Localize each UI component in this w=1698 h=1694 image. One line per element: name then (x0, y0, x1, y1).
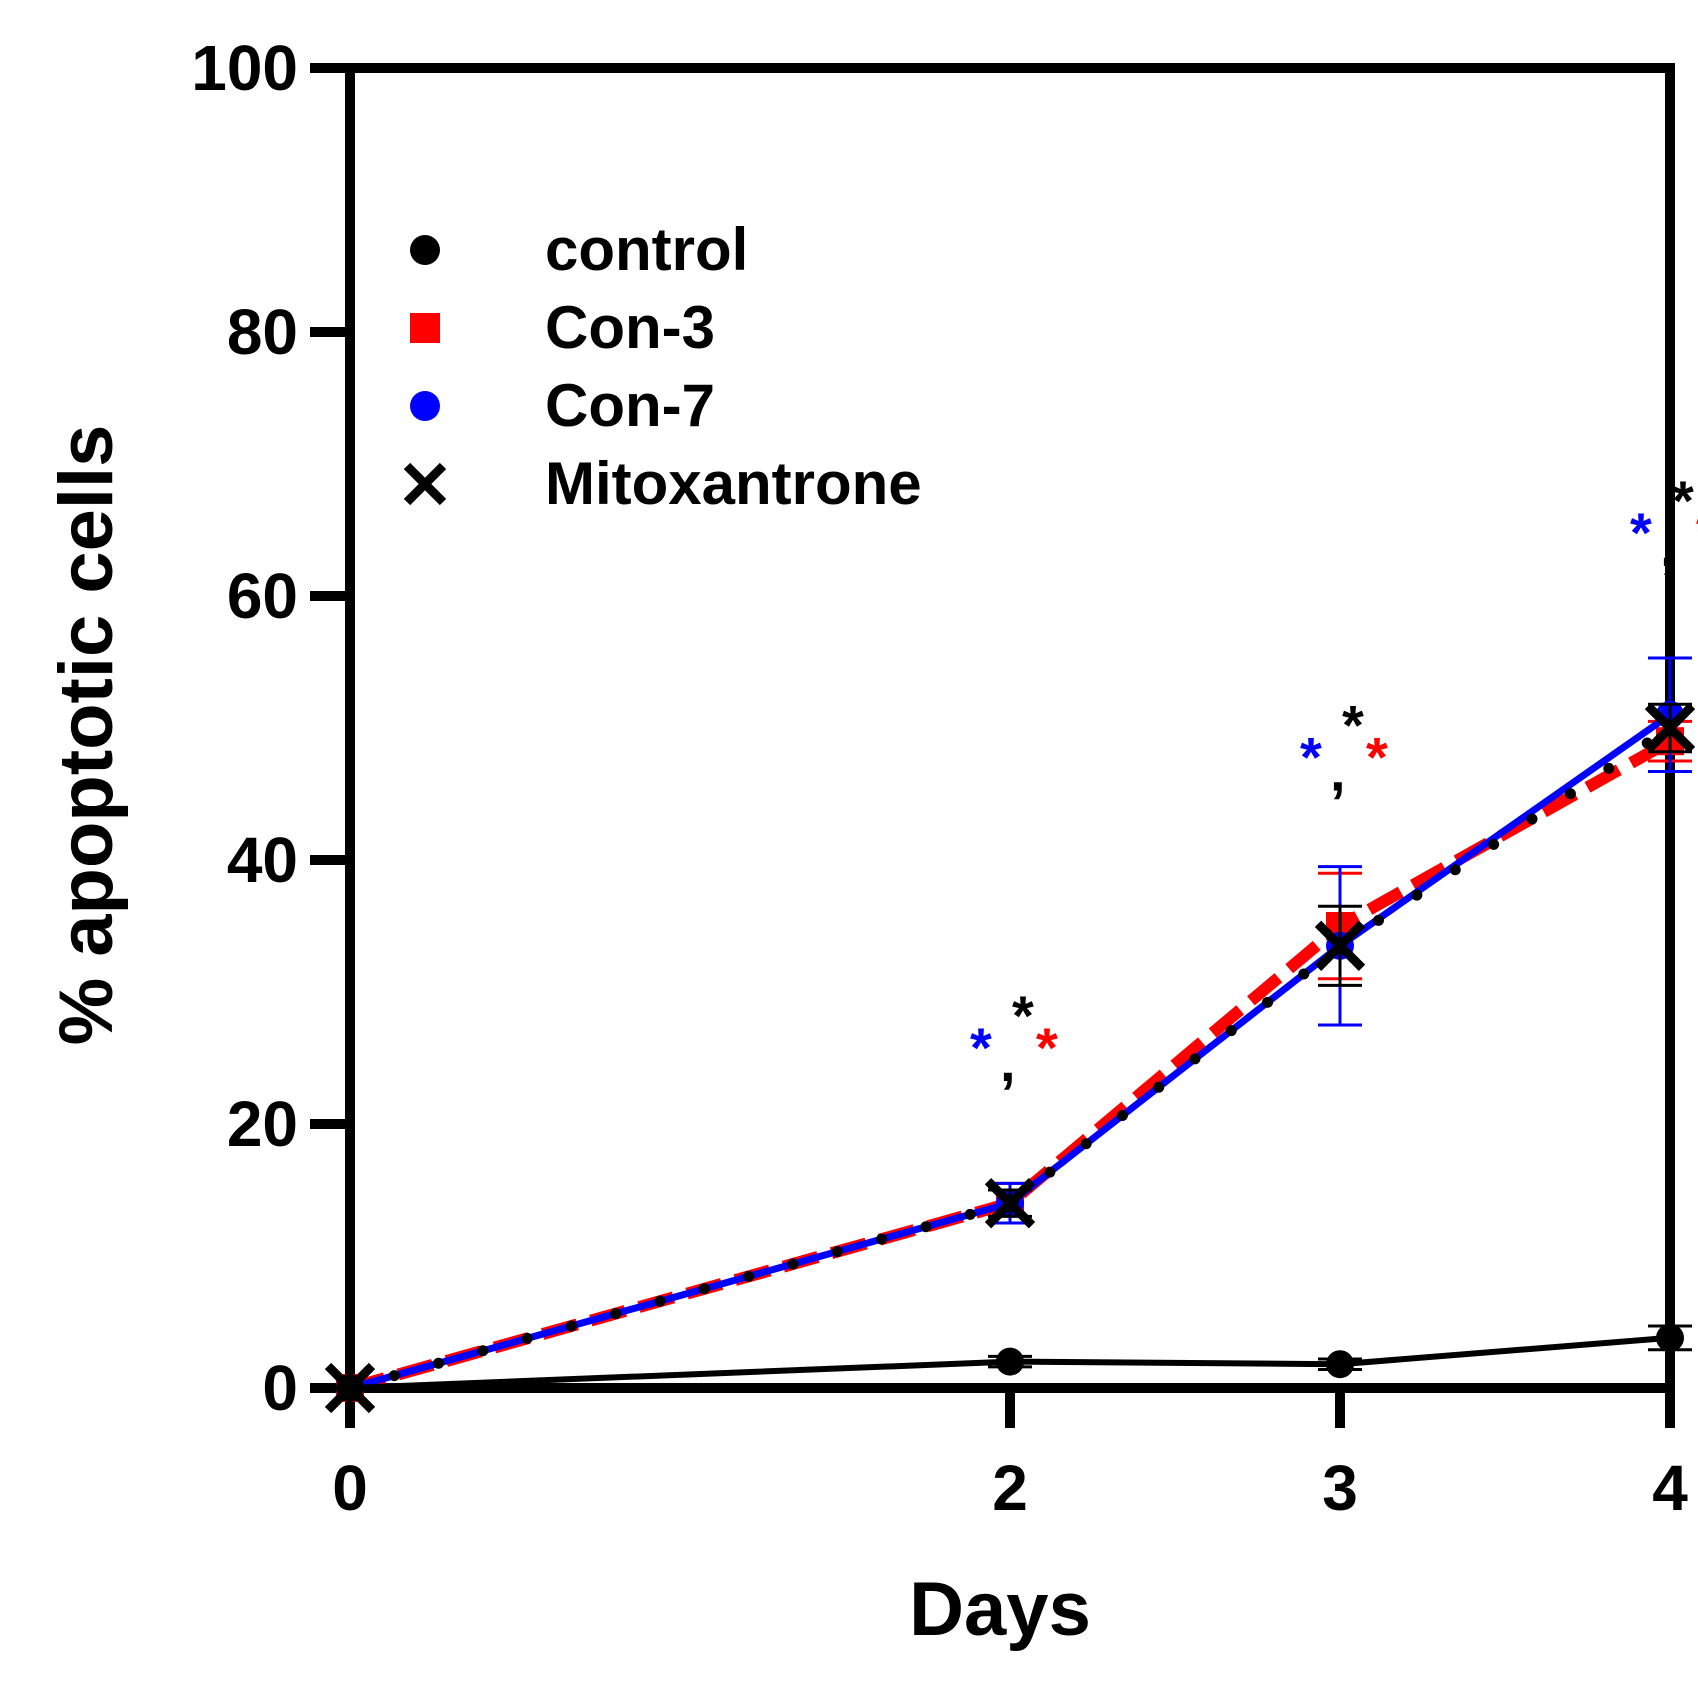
y-tick-label: 20 (227, 1088, 298, 1160)
significance-annotations: *,***,***,** (970, 469, 1698, 1093)
data-point (1314, 920, 1366, 971)
significance-mark: , (1660, 515, 1676, 578)
y-axis-title: % apoptotic cells (44, 425, 129, 1046)
legend-item: Con-3 (410, 294, 715, 361)
legend-symbol (410, 313, 440, 343)
legend-symbol (403, 462, 447, 506)
significance-mark: * (1366, 725, 1388, 788)
y-tick-label: 100 (191, 32, 298, 104)
y-tick-label: 60 (227, 560, 298, 632)
x-axis: 0 2 3 4 (332, 1388, 1688, 1524)
legend-item: Con-7 (410, 372, 715, 439)
x-tick-label: 0 (332, 1452, 368, 1524)
legend-item: Mitoxantrone (403, 450, 922, 517)
x-axis-title: Days (909, 1567, 1091, 1652)
series-line (349, 711, 1673, 1392)
y-tick-label: 0 (262, 1352, 298, 1424)
y-tick-label: 40 (227, 824, 298, 896)
significance-mark: * (1012, 984, 1034, 1047)
significance-mark: * (1036, 1016, 1058, 1079)
significance-mark: * (1630, 501, 1652, 564)
data-point (984, 1178, 1036, 1229)
significance-mark: * (1342, 693, 1364, 756)
x-tick-label: 2 (992, 1452, 1028, 1524)
legend-label: Con-7 (545, 372, 715, 439)
legend-item: control (410, 216, 748, 283)
x-tick-label: 3 (1322, 1452, 1358, 1524)
series-mitoxantrone (324, 702, 1696, 1414)
data-point (1644, 702, 1696, 754)
x-tick-label: 4 (1652, 1452, 1688, 1524)
legend-label: Mitoxantrone (545, 450, 922, 517)
significance-mark: , (1000, 1030, 1016, 1093)
legend-label: control (545, 216, 748, 283)
y-axis: 0 20 40 60 80 100 (191, 32, 350, 1424)
significance-mark: * (1300, 725, 1322, 788)
legend-label: Con-3 (545, 294, 715, 361)
y-tick-label: 80 (227, 296, 298, 368)
series-control (336, 1323, 1692, 1402)
legend: control Con-3 Con-7 Mitoxantrone (403, 216, 922, 517)
series-line (349, 1334, 1671, 1391)
data-point (1326, 1350, 1354, 1379)
significance-mark: * (1672, 469, 1694, 532)
series-layer (324, 656, 1696, 1414)
data-point (996, 1347, 1024, 1376)
legend-symbol (410, 391, 440, 421)
significance-mark: , (1330, 739, 1346, 802)
data-point (336, 1374, 364, 1402)
significance-mark: * (1696, 501, 1698, 564)
data-point (1656, 1323, 1684, 1352)
significance-mark: * (970, 1016, 992, 1079)
legend-symbol (410, 235, 440, 265)
